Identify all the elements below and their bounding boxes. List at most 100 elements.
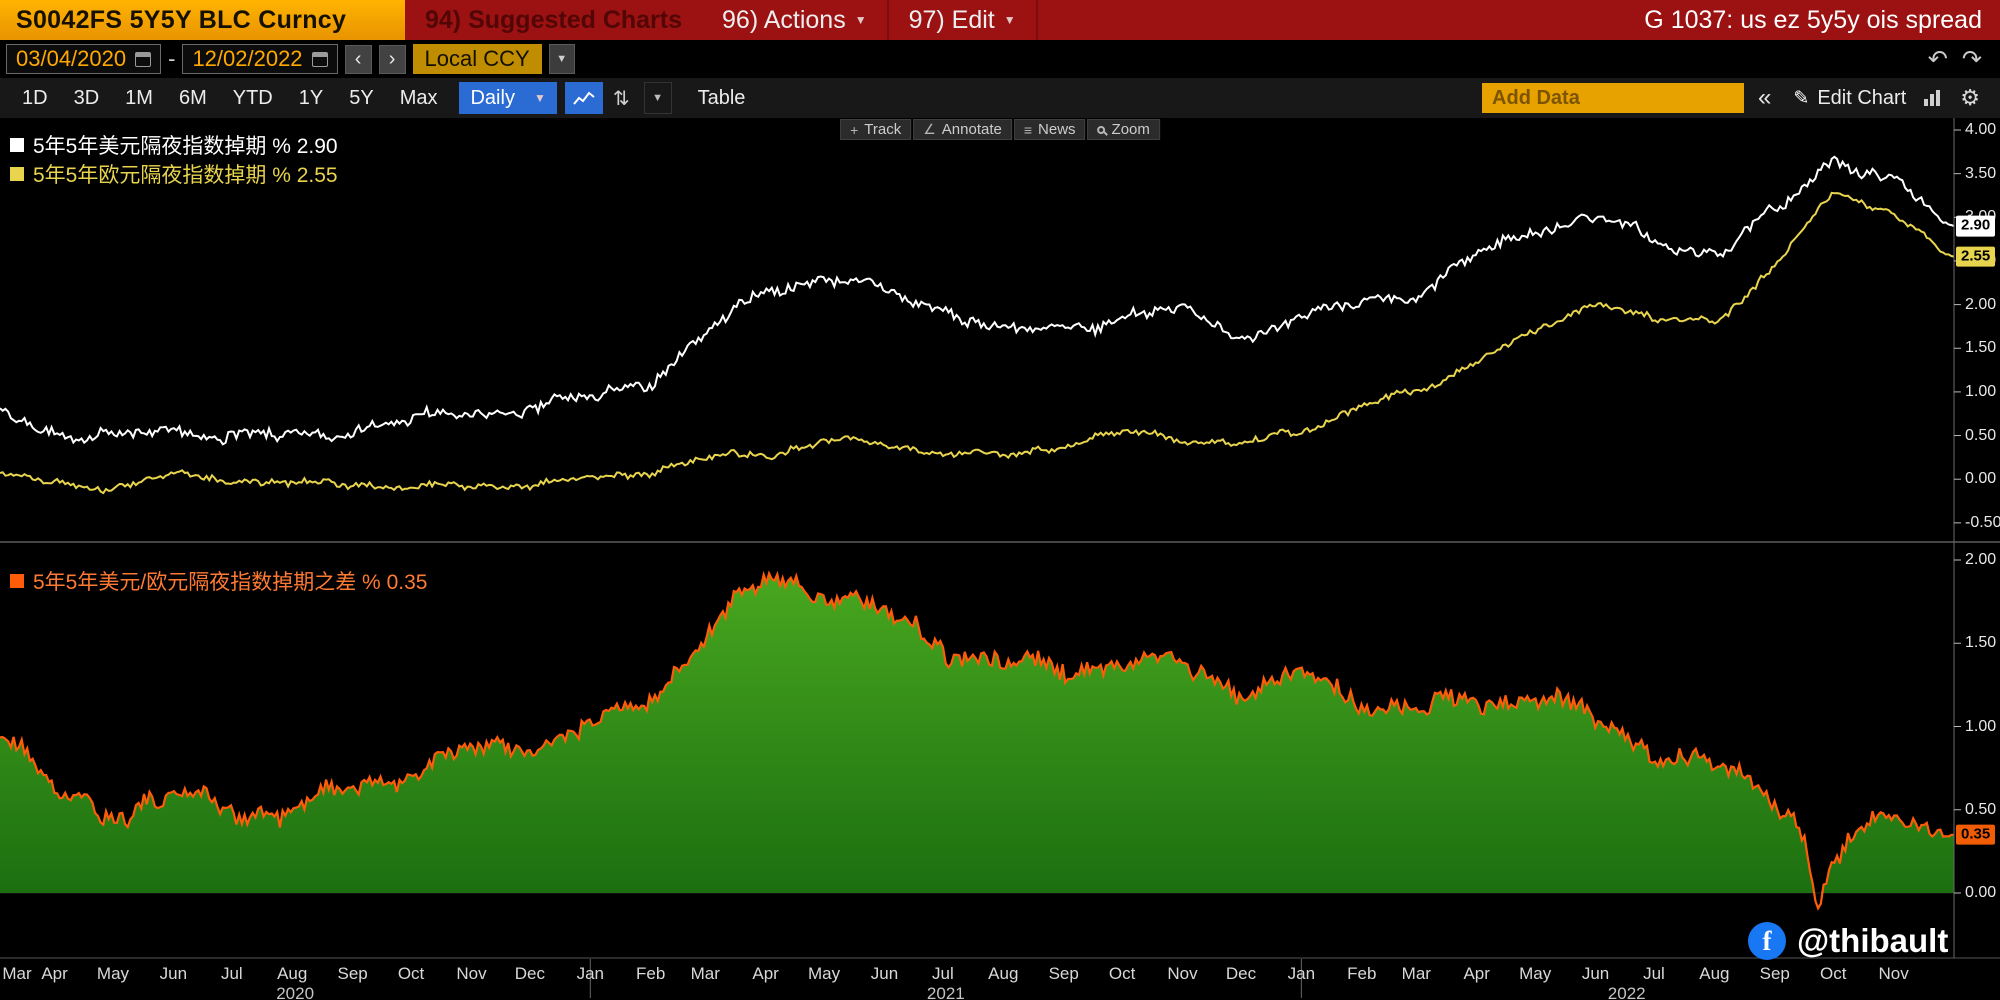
x-month-label: Aug (277, 964, 308, 983)
period-max[interactable]: Max (399, 86, 438, 109)
legend-item-eur-5y5y[interactable]: 5年5年欧元隔夜指数掉期 % 2.55 (10, 159, 338, 189)
annotate-label: Annotate (941, 121, 1002, 138)
add-data-input[interactable]: Add Data (1482, 83, 1745, 113)
end-date-input[interactable]: 12/02/2022 (182, 44, 338, 74)
function-title: G 1037: us ez 5y5y ois spread (1644, 5, 1982, 34)
menu-actions[interactable]: 96) Actions ▼ (702, 0, 889, 40)
period-1d[interactable]: 1D (22, 86, 48, 109)
annotate-icon: ∠ (923, 121, 936, 137)
zoom-button[interactable]: Zoom (1087, 119, 1160, 140)
track-label: Track (864, 121, 902, 138)
x-month-label: Oct (397, 964, 425, 983)
shift-range-forward-button[interactable]: › (378, 44, 406, 74)
legend-chip-usd (10, 138, 24, 152)
gear-icon[interactable]: ⚙ (1960, 85, 1980, 110)
line-chart-type-button[interactable] (564, 82, 603, 114)
edit-chart-button[interactable]: ✎ Edit Chart (1785, 87, 1914, 110)
menu-edit[interactable]: 97) Edit ▼ (889, 0, 1038, 40)
y-tick-label-bottom: 0.50 (1965, 800, 1997, 818)
period-5y[interactable]: 5Y (349, 86, 374, 109)
period-6m[interactable]: 6M (178, 86, 207, 109)
last-value-badge: 2.55 (1956, 246, 1996, 267)
edit-chart-label: Edit Chart (1817, 86, 1907, 109)
currency-dropdown-icon[interactable]: ▼ (548, 44, 575, 74)
menu-edit-label: 97) Edit (908, 5, 995, 34)
date-range-separator: - (168, 46, 176, 71)
frequency-label: Daily (470, 86, 515, 109)
chevron-down-icon: ▼ (533, 91, 546, 105)
legend-label-usd: 5年5年美元隔夜指数掉期 % 2.90 (33, 135, 338, 158)
legend-chip-eur (10, 167, 24, 181)
zoom-label: Zoom (1111, 121, 1150, 138)
axis-scale-button[interactable]: ⇅ (605, 82, 638, 114)
x-month-label: Nov (1167, 964, 1198, 983)
end-date-value: 12/02/2022 (192, 46, 303, 71)
x-month-label: Jun (159, 964, 188, 983)
start-date-input[interactable]: 03/04/2020 (6, 44, 162, 74)
updown-arrows-icon: ⇅ (612, 87, 630, 110)
period-ytd[interactable]: YTD (232, 86, 273, 109)
news-button[interactable]: ≡ News (1013, 119, 1086, 140)
date-range-bar: 03/04/2020 - 12/02/2022 ‹ › Local CCY ▼ … (0, 40, 2000, 78)
watermark-handle: @thibault (1797, 922, 1949, 959)
y-tick-label-bottom: 1.50 (1965, 634, 1997, 652)
period-1y[interactable]: 1Y (298, 86, 324, 109)
calendar-icon[interactable] (311, 51, 328, 67)
table-button[interactable]: Table (697, 86, 746, 109)
chart-type-dropdown[interactable]: ▼ (643, 82, 672, 114)
x-month-label: Feb (636, 964, 666, 983)
last-value-badge: 2.90 (1956, 215, 1996, 237)
x-year-label: 2021 (926, 984, 965, 1000)
annotate-button[interactable]: ∠ Annotate (913, 119, 1012, 140)
x-month-label: Aug (988, 964, 1019, 983)
x-month-label: Jun (1581, 964, 1610, 983)
legend-chip-spread (10, 574, 24, 588)
y-tick-label-top: 0.50 (1965, 426, 1997, 444)
history-buttons: ↶ ↷ (1928, 45, 1994, 74)
collapse-panel-button[interactable]: « (1758, 84, 1772, 111)
currency-mode-selector[interactable]: Local CCY (412, 44, 542, 74)
last-value-badge: 0.35 (1956, 824, 1996, 846)
news-icon: ≡ (1023, 121, 1033, 138)
y-tick-label-bottom: 1.00 (1965, 717, 1997, 735)
x-month-label: Jul (932, 964, 954, 983)
spread-area (0, 573, 1954, 893)
x-year-label: 2022 (1607, 984, 1646, 1000)
x-month-label: Apr (752, 964, 779, 983)
shift-range-back-button[interactable]: ‹ (344, 44, 372, 74)
calendar-icon[interactable] (135, 51, 152, 67)
y-tick-label-bottom: 0.00 (1965, 884, 1997, 901)
title-bar: S0042FS 5Y5Y BLC Curncy 94) Suggested Ch… (0, 0, 2000, 40)
y-tick-label-top: 0.00 (1965, 470, 1997, 488)
menu-suggested-charts[interactable]: 94) Suggested Charts (425, 5, 683, 34)
chart-settings-icon[interactable] (1916, 90, 1948, 106)
chart-plot[interactable] (0, 118, 2000, 1000)
period-1m[interactable]: 1M (125, 86, 153, 109)
x-month-label: May (96, 964, 130, 983)
menu-actions-label: 96) Actions (722, 5, 846, 34)
legend-item-usd-5y5y[interactable]: 5年5年美元隔夜指数掉期 % 2.90 (10, 130, 338, 160)
x-month-label: Sep (1759, 964, 1790, 983)
start-date-value: 03/04/2020 (16, 46, 127, 71)
redo-icon[interactable]: ↷ (1961, 45, 1982, 73)
x-month-label: Jul (1643, 964, 1665, 983)
x-month-label: Feb (1347, 964, 1377, 983)
x-month-label: Jan (576, 964, 604, 983)
x-month-label: Mar (1401, 964, 1431, 983)
x-month-label: Aug (1699, 964, 1730, 983)
undo-icon[interactable]: ↶ (1927, 45, 1948, 73)
period-3d[interactable]: 3D (73, 86, 100, 109)
currency-mode-label: Local CCY (424, 46, 530, 71)
legend-item-spread[interactable]: 5年5年美元/欧元隔夜指数掉期之差 % 0.35 (10, 566, 427, 596)
pencil-icon: ✎ (1793, 87, 1810, 109)
spread-line (0, 570, 1955, 911)
frequency-selector[interactable]: Daily ▼ (459, 82, 557, 114)
chart-toolbar: 1D 3D 1M 6M YTD 1Y 5Y Max Daily ▼ ⇅ ▼ Ta… (0, 78, 2000, 118)
security-field[interactable]: S0042FS 5Y5Y BLC Curncy (0, 0, 405, 40)
news-label: News (1038, 121, 1076, 138)
x-month-label: May (1519, 964, 1552, 983)
x-month-label: Nov (456, 964, 487, 983)
track-button[interactable]: + Track (840, 119, 912, 140)
x-month-label: Mar (690, 964, 720, 983)
